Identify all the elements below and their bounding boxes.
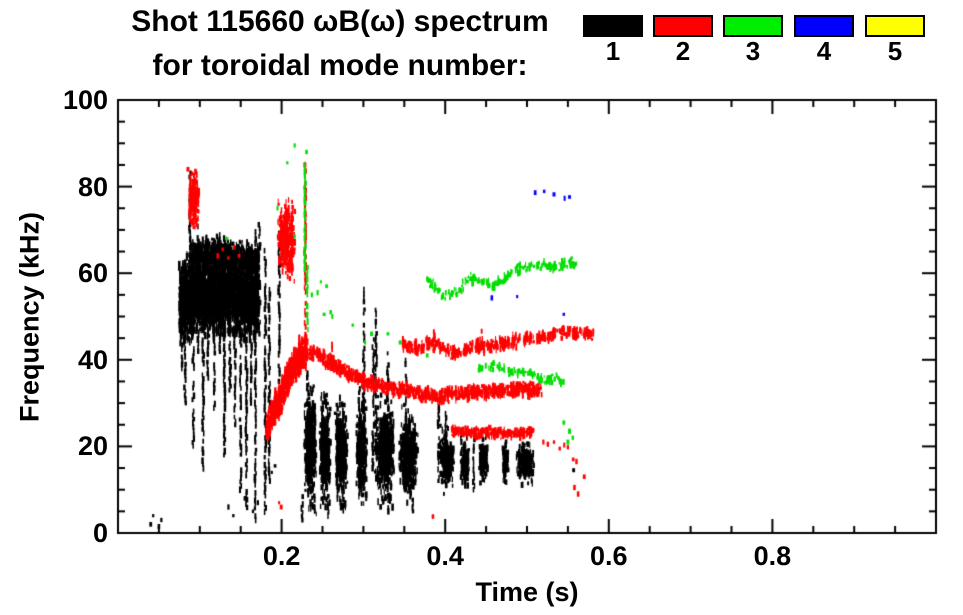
legend-label-mode-4: 4 — [816, 36, 832, 66]
y-tick-label-80: 80 — [77, 171, 108, 202]
legend-label-mode-3: 3 — [745, 36, 761, 66]
mode-number-legend: 1 2 3 4 5 — [0, 0, 963, 70]
y-tick-label-60: 60 — [77, 258, 108, 289]
legend-swatch-mode-4 — [794, 15, 854, 37]
figure-title-line1: Shot 115660 ωB(ω) spectrum — [131, 5, 549, 38]
legend-item-mode-2: 2 — [653, 15, 715, 66]
legend-swatch-mode-2 — [653, 15, 713, 37]
y-axis-title-text: Frequency (kHz) — [14, 211, 45, 423]
x-tick-label-0_4: 0.4 — [426, 541, 464, 571]
legend-item-mode-3: 3 — [723, 15, 785, 66]
x-tick-label-0_8: 0.8 — [753, 541, 792, 571]
y-tick-label-20: 20 — [77, 431, 108, 462]
legend-label-mode-5: 5 — [887, 36, 903, 66]
legend-item-mode-1: 1 — [583, 15, 645, 66]
x-axis-title: Time (s) — [475, 577, 579, 607]
legend-label-mode-2: 2 — [675, 36, 691, 66]
legend-label-mode-1: 1 — [605, 36, 621, 66]
legend-item-mode-4: 4 — [794, 15, 856, 66]
y-tick-label-40: 40 — [77, 344, 108, 375]
x-tick-label-0_2: 0.2 — [262, 541, 301, 571]
figure-title-line2: for toroidal mode number: — [152, 49, 528, 82]
x-tick-label-0_6: 0.6 — [590, 541, 628, 571]
legend-item-mode-5: 5 — [865, 15, 927, 66]
legend-swatch-mode-3 — [723, 15, 783, 37]
legend-swatch-mode-5 — [865, 15, 925, 37]
y-tick-label-100: 100 — [62, 85, 108, 115]
y-tick-label-0: 0 — [92, 518, 108, 548]
legend-swatch-mode-1 — [583, 15, 643, 37]
